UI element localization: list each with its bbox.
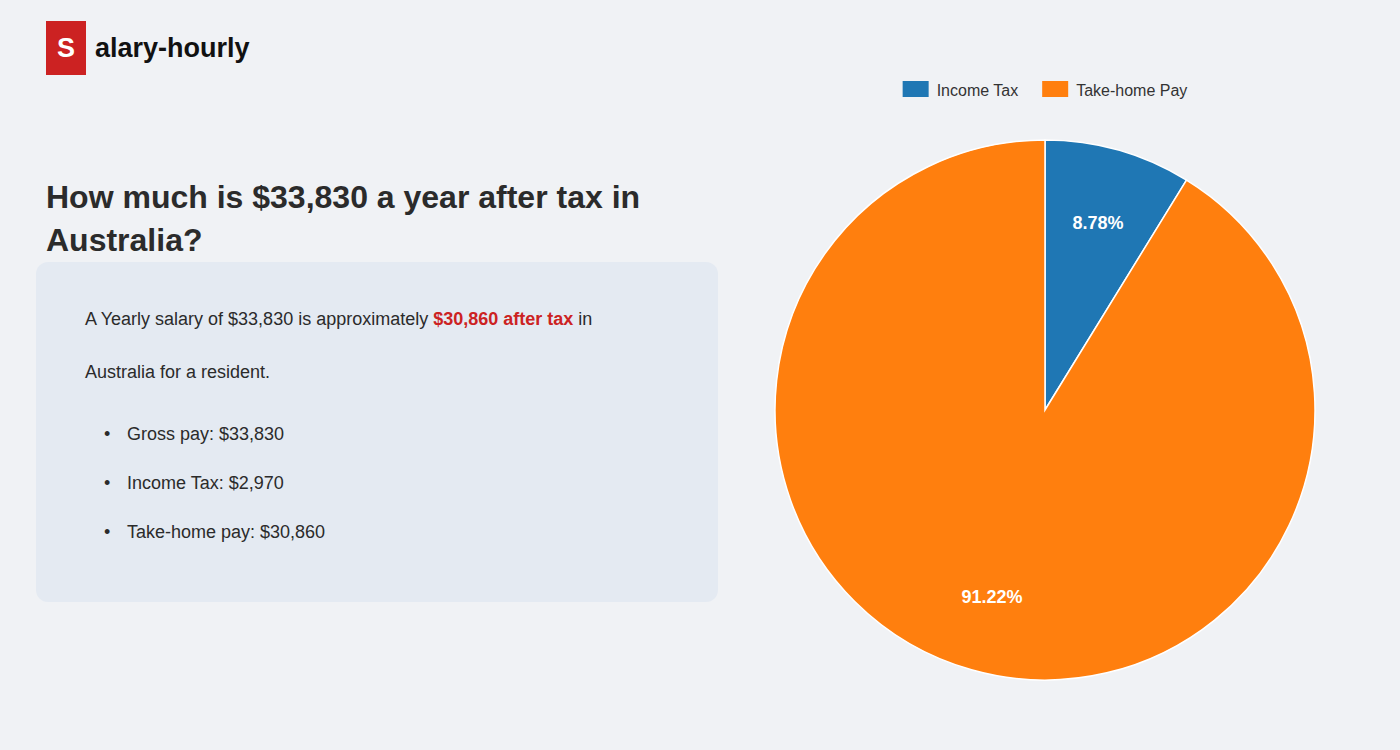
page: Salary-hourly How much is $33,830 a year … (0, 0, 1400, 750)
info-box (36, 262, 718, 602)
data-label: 91.22% (962, 587, 1023, 607)
info-text: A Yearly salary of $33,830 is approximat… (85, 309, 433, 329)
brand-box (46, 21, 86, 75)
info-text: in (573, 309, 592, 329)
legend-label: Take-home Pay (1076, 82, 1187, 99)
legend-label: Income Tax (937, 82, 1019, 99)
brand-name: alary-hourly (95, 33, 250, 63)
bullet-text: Income Tax: $2,970 (127, 473, 284, 493)
bullet-text: Take-home pay: $30,860 (127, 522, 325, 542)
legend-swatch (1042, 81, 1068, 97)
legend: Income Tax Take-home Pay (903, 81, 1188, 99)
legend-swatch (903, 81, 929, 97)
pie: 8.78% 91.22% (775, 140, 1315, 680)
pie-slice (775, 140, 1315, 680)
title: How much is $33,830 a year after tax in A… (46, 179, 640, 258)
title-line: How much is $33,830 a year after tax in (46, 179, 640, 215)
legend-item: Take-home Pay (1042, 81, 1187, 99)
info-line: A Yearly salary of $33,830 is approximat… (85, 309, 592, 329)
bullet-symbol: • (104, 424, 110, 444)
text-panel: Salary-hourly How much is $33,830 a year … (36, 21, 718, 602)
bullet-text: Gross pay: $33,830 (127, 424, 284, 444)
info-highlight: $30,860 after tax (433, 309, 573, 329)
bullet-symbol: • (104, 522, 110, 542)
data-label: 8.78% (1072, 213, 1123, 233)
brand-letter: S (57, 33, 75, 63)
title-line: Australia? (46, 222, 202, 258)
legend-item: Income Tax (903, 81, 1019, 99)
info-text: Australia for a resident. (85, 362, 270, 382)
bullet-symbol: • (104, 473, 110, 493)
